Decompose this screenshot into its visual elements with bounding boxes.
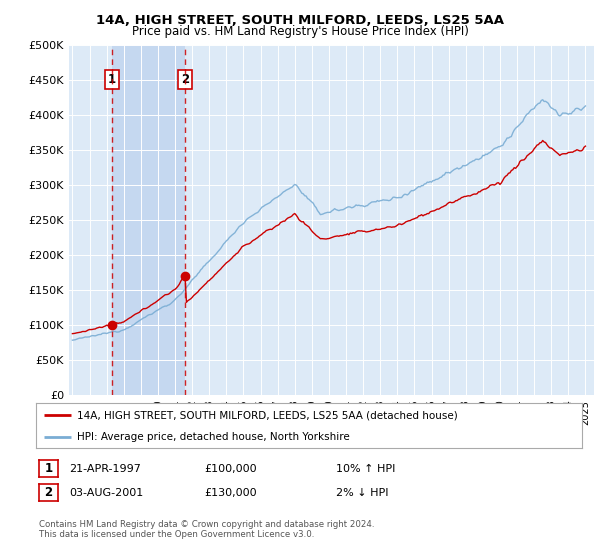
Text: 2: 2 [44,486,53,500]
Text: 21-APR-1997: 21-APR-1997 [69,464,141,474]
Text: 10% ↑ HPI: 10% ↑ HPI [336,464,395,474]
Text: Price paid vs. HM Land Registry's House Price Index (HPI): Price paid vs. HM Land Registry's House … [131,25,469,38]
Text: 2: 2 [181,73,189,86]
Bar [112,45,185,395]
Text: 1: 1 [44,462,53,475]
Text: Contains HM Land Registry data © Crown copyright and database right 2024.
This d: Contains HM Land Registry data © Crown c… [39,520,374,539]
Text: 14A, HIGH STREET, SOUTH MILFORD, LEEDS, LS25 5AA (detached house): 14A, HIGH STREET, SOUTH MILFORD, LEEDS, … [77,410,458,421]
Text: £130,000: £130,000 [204,488,257,498]
Text: £100,000: £100,000 [204,464,257,474]
Text: 14A, HIGH STREET, SOUTH MILFORD, LEEDS, LS25 5AA: 14A, HIGH STREET, SOUTH MILFORD, LEEDS, … [96,14,504,27]
Text: 2% ↓ HPI: 2% ↓ HPI [336,488,389,498]
Text: HPI: Average price, detached house, North Yorkshire: HPI: Average price, detached house, Nort… [77,432,350,442]
Text: 1: 1 [108,73,116,86]
Text: 03-AUG-2001: 03-AUG-2001 [69,488,143,498]
